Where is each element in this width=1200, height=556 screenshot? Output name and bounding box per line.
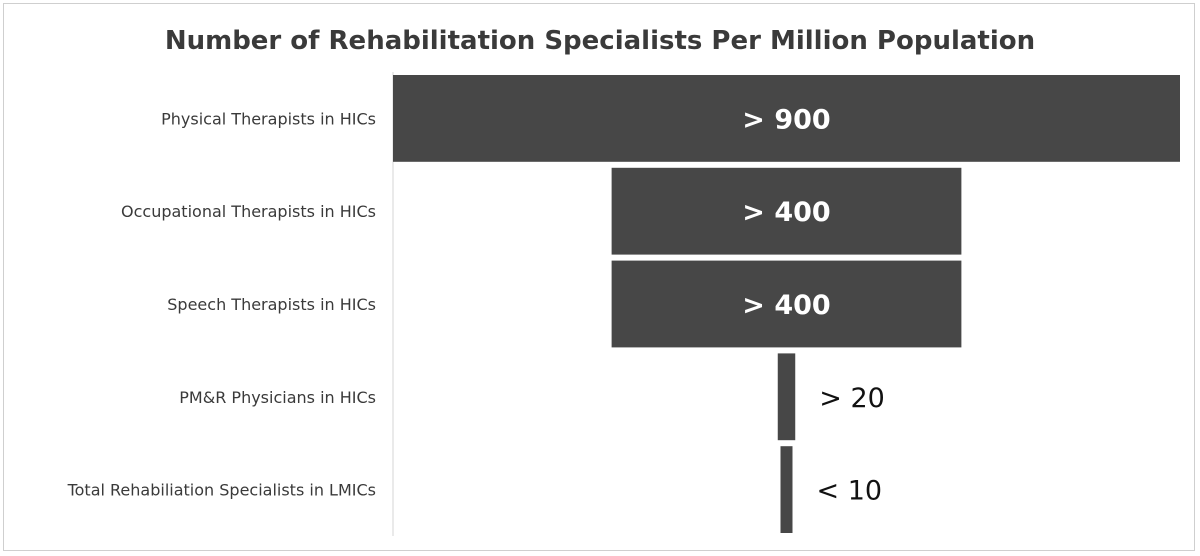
- category-label-3: PM&R Physicians in HICs: [179, 388, 376, 407]
- category-labels: Physical Therapists in HICs Occupational …: [67, 109, 376, 499]
- data-label-4: < 10: [817, 476, 883, 507]
- chart-title: Number of Rehabilitation Specialists Per…: [165, 26, 1035, 56]
- bar-0: [393, 75, 1180, 162]
- bars: [393, 75, 1180, 533]
- data-label-3: > 20: [819, 383, 885, 414]
- category-label-0: Physical Therapists in HICs: [161, 109, 376, 128]
- bar-4: [780, 446, 793, 533]
- data-label-2: > 400: [742, 290, 830, 321]
- bar-3: [777, 353, 796, 441]
- data-label-0: > 900: [742, 104, 830, 135]
- bar-2: [611, 260, 962, 348]
- data-labels: > 900 > 400 > 400 > 20 < 10: [742, 104, 885, 506]
- category-label-1: Occupational Therapists in HICs: [121, 202, 376, 221]
- data-label-1: > 400: [742, 197, 830, 228]
- bar-1: [611, 167, 962, 255]
- category-label-4: Total Rehabiliation Specialists in LMICs: [67, 481, 376, 500]
- category-label-2: Speech Therapists in HICs: [167, 295, 376, 314]
